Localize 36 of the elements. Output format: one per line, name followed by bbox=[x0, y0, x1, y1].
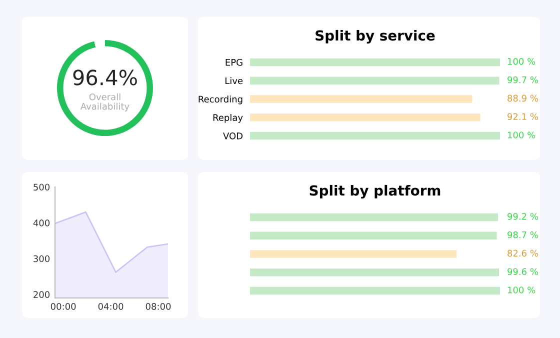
chart-title: Split by service bbox=[316, 30, 435, 44]
y-tick-label: Live bbox=[226, 77, 243, 84]
data-label: 99.2 % bbox=[508, 212, 538, 220]
x-tick-label: 00:00 bbox=[50, 303, 76, 310]
bar bbox=[250, 286, 500, 295]
data-label: 82.6 % bbox=[508, 250, 538, 257]
bar bbox=[250, 76, 500, 84]
data-label: 100 % bbox=[508, 58, 536, 65]
chart-title: Split by platform bbox=[310, 184, 440, 198]
bar bbox=[250, 268, 499, 276]
bar bbox=[250, 132, 500, 140]
bar bbox=[250, 250, 456, 258]
text: Overall Availability bbox=[80, 93, 130, 112]
data-label: 99.7 % bbox=[508, 76, 538, 84]
bar bbox=[250, 58, 500, 66]
data-label: 88.9 % bbox=[508, 94, 538, 102]
data-label: 100 % bbox=[508, 132, 536, 138]
bar bbox=[250, 232, 497, 240]
x-tick-label: 04:00 bbox=[98, 303, 124, 310]
bar bbox=[250, 114, 480, 122]
data-label: 96.4% bbox=[73, 70, 137, 86]
data-label: 98.7 % bbox=[508, 231, 538, 238]
y-tick-label: EPG bbox=[226, 58, 242, 66]
data-label: 100 % bbox=[508, 286, 536, 294]
bar bbox=[250, 213, 498, 222]
data-label: 99.6 % bbox=[508, 268, 538, 276]
y-tick-label: 300 bbox=[34, 255, 50, 262]
bar bbox=[250, 95, 472, 103]
y-tick-label: Replay bbox=[213, 114, 243, 123]
y-tick-label: 500 bbox=[34, 184, 50, 191]
y-tick-label: 200 bbox=[34, 291, 50, 298]
y-tick-label: Recording bbox=[198, 96, 242, 104]
y-tick-label: 400 bbox=[33, 220, 50, 226]
y-tick-label: VOD bbox=[223, 132, 243, 140]
data-label: 92.1 % bbox=[508, 113, 538, 120]
x-tick-label: 08:00 bbox=[146, 303, 171, 310]
